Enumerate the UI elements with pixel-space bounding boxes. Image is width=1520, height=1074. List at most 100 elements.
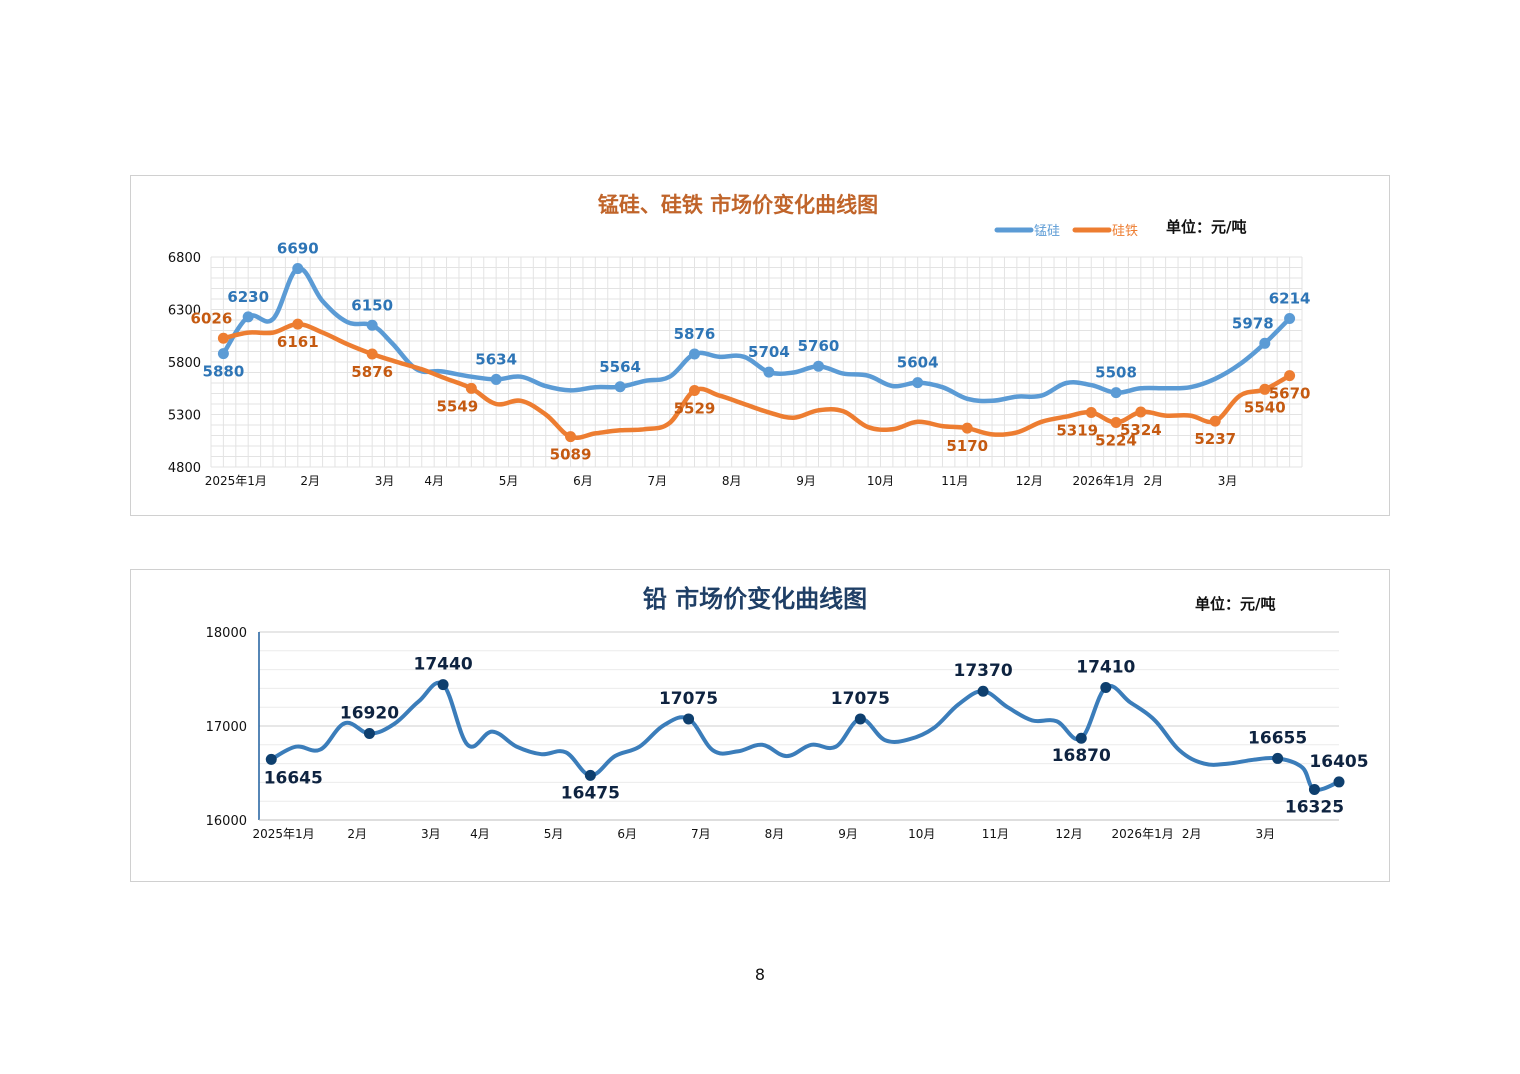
data-point-marker <box>1333 776 1345 788</box>
y-tick-label: 5800 <box>168 356 201 371</box>
data-point-marker <box>854 713 866 725</box>
x-tick-label: 4月 <box>424 474 444 488</box>
data-point-marker <box>1259 337 1271 349</box>
data-label: 17370 <box>954 661 1013 681</box>
data-point-marker <box>1110 387 1122 399</box>
y-tick-label: 18000 <box>206 626 247 641</box>
data-label: 5876 <box>674 325 716 343</box>
x-tick-label: 11月 <box>941 474 968 488</box>
x-tick-label: 2026年1月 <box>1112 827 1174 841</box>
data-label: 5704 <box>748 343 790 361</box>
data-label: 5880 <box>203 363 245 381</box>
data-point-marker <box>363 728 375 740</box>
data-point-marker <box>1272 752 1284 764</box>
data-label: 6690 <box>277 240 319 258</box>
legend: 锰硅 硅铁 <box>994 224 1138 239</box>
unit-label: 单位：元/吨 <box>1195 595 1275 613</box>
data-point-marker <box>490 373 502 385</box>
data-point-marker <box>1209 415 1221 427</box>
data-point-marker <box>366 319 378 331</box>
data-point-marker <box>217 348 229 360</box>
x-tick-label: 2025年1月 <box>252 827 314 841</box>
plot-area: 16000 17000 18000 2025年1月 2月 3月 4月 5月 6月 7月 8月 9月 10… <box>206 626 1369 841</box>
data-point-marker <box>1284 313 1296 325</box>
y-tick-label: 5300 <box>168 409 201 424</box>
x-tick-label: 3月 <box>1256 827 1276 841</box>
data-point-marker <box>465 382 477 394</box>
x-tick-label: 6月 <box>617 827 637 841</box>
legend-label-mnsi: 锰硅 <box>1034 224 1060 239</box>
data-label: 5978 <box>1232 314 1274 332</box>
x-tick-label: 2月 <box>1182 827 1202 841</box>
data-point-marker <box>961 422 973 434</box>
data-label: 16655 <box>1248 728 1307 748</box>
data-point-marker <box>1308 783 1320 795</box>
data-label: 5170 <box>946 437 988 455</box>
data-label: 5089 <box>550 446 592 464</box>
data-label: 5564 <box>599 358 641 376</box>
x-tick-label: 2月 <box>1143 474 1163 488</box>
data-label: 17075 <box>831 689 890 709</box>
data-label: 5634 <box>475 350 517 368</box>
data-point-marker <box>977 685 989 697</box>
data-point-marker <box>1100 681 1112 693</box>
page-number: 8 <box>754 965 766 984</box>
x-tick-label: 4月 <box>470 827 490 841</box>
chart-title: 锰硅、硅铁 市场价变化曲线图 <box>598 193 878 217</box>
data-label: 5604 <box>897 354 939 372</box>
data-label: 5237 <box>1194 430 1236 448</box>
data-point-marker <box>217 332 229 344</box>
series-1: 16645 16920 17440 16475 17075 17075 17370 16870… <box>264 655 1369 818</box>
y-tick-label: 6300 <box>168 304 201 319</box>
data-point-marker <box>614 381 626 393</box>
data-label: 16325 <box>1285 797 1344 817</box>
data-point-marker <box>1284 370 1296 382</box>
data-point-marker <box>366 348 378 360</box>
data-point-marker <box>812 360 824 372</box>
x-tick-label: 9月 <box>796 474 816 488</box>
data-label: 5529 <box>674 399 716 417</box>
chart-panel-mnsi-fesi: 锰硅、硅铁 市场价变化曲线图 锰硅 硅铁 单位：元/吨 4800 5300 5800… <box>130 175 1390 516</box>
data-label: 5670 <box>1269 385 1311 403</box>
x-tick-label: 11月 <box>982 827 1009 841</box>
data-point-marker <box>683 713 695 725</box>
data-label: 5319 <box>1056 422 1098 440</box>
series-1: 5880 6230 6690 6150 5634 5564 5876 5704 5760 5604… <box>203 240 1311 404</box>
y-tick-label: 6800 <box>168 251 201 266</box>
x-tick-label: 7月 <box>691 827 711 841</box>
x-tick-label: 2月 <box>300 474 320 488</box>
data-label: 5540 <box>1244 398 1286 416</box>
data-point-marker <box>292 318 304 330</box>
x-tick-label: 7月 <box>647 474 667 488</box>
data-label: 16475 <box>561 783 620 803</box>
plot-area: 4800 5300 5800 6300 6800 2025年1月 2月 3月 4月 5月 6月 7月 8… <box>168 240 1311 488</box>
x-tick-label: 6月 <box>573 474 593 488</box>
data-point-marker <box>689 348 701 360</box>
mnsi-fesi-chart: 锰硅、硅铁 市场价变化曲线图 锰硅 硅铁 单位：元/吨 4800 5300 5800… <box>168 193 1311 488</box>
data-point-marker <box>1075 732 1087 744</box>
data-label: 6230 <box>227 288 269 306</box>
unit-label: 单位：元/吨 <box>1166 218 1246 236</box>
data-point-marker <box>292 263 304 275</box>
x-tick-label: 10月 <box>867 474 894 488</box>
x-tick-label: 9月 <box>838 827 858 841</box>
x-tick-label: 2026年1月 <box>1073 474 1135 488</box>
x-tick-label: 8月 <box>765 827 785 841</box>
series-line <box>269 680 1341 792</box>
data-label: 5760 <box>798 337 840 355</box>
y-tick-label: 4800 <box>168 461 201 476</box>
chart-title: 铅 市场价变化曲线图 <box>643 585 867 613</box>
data-label: 16645 <box>264 768 323 788</box>
data-point-marker <box>1085 407 1097 419</box>
data-point-marker <box>265 753 277 765</box>
data-label: 16920 <box>340 704 399 724</box>
legend-label-fesi: 硅铁 <box>1112 224 1138 239</box>
data-point-marker <box>763 366 775 378</box>
x-tick-label: 2025年1月 <box>205 474 267 488</box>
data-label: 5508 <box>1095 364 1137 382</box>
data-label: 5876 <box>351 363 393 381</box>
data-label: 6026 <box>191 309 233 327</box>
data-label: 16870 <box>1052 746 1111 766</box>
data-point-marker <box>242 311 254 323</box>
data-label: 6214 <box>1269 290 1311 308</box>
